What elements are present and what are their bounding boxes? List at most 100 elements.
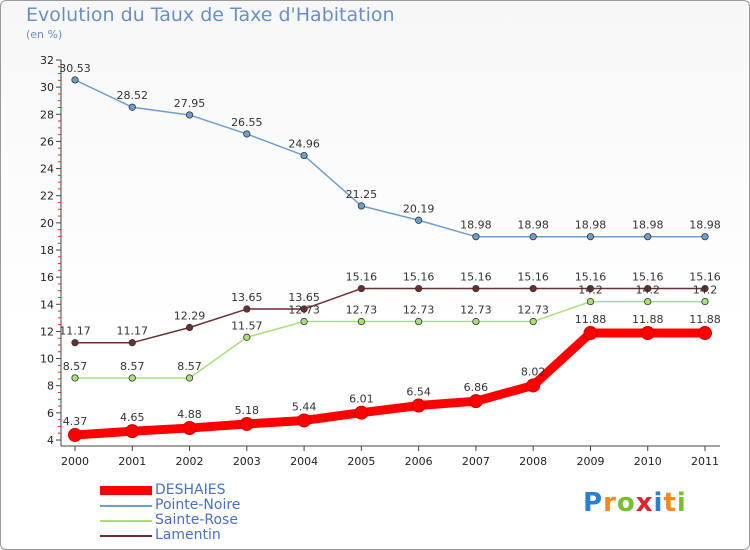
y-tick-label: 20 [40, 217, 54, 230]
data-label-sainte-rose: 12.73 [460, 304, 492, 317]
data-label-deshaies: 6.86 [464, 381, 489, 394]
series-line-deshaies [70, 328, 710, 440]
legend-label: Lamentin [155, 527, 221, 543]
data-label-sainte-rose: 8.57 [63, 360, 88, 373]
legend-swatch-pointe-noire [100, 505, 152, 507]
data-label-lamentin: 15.16 [689, 271, 721, 284]
data-point-lamentin [185, 323, 194, 332]
data-label-sainte-rose: 14.2 [693, 284, 718, 297]
y-tick-label: 10 [40, 353, 54, 366]
data-label-pointe-noire: 28.52 [117, 89, 149, 102]
data-label-lamentin: 15.16 [460, 271, 492, 284]
legend-label: Pointe-Noire [155, 497, 241, 513]
data-point-lamentin [71, 339, 79, 347]
data-point-deshaies [698, 326, 712, 341]
data-point-lamentin [644, 284, 652, 293]
data-label-sainte-rose: 11.57 [231, 319, 263, 332]
data-point-lamentin [701, 284, 709, 293]
data-label-deshaies: 4.88 [177, 408, 202, 421]
data-point-sainte-rose [644, 297, 652, 306]
data-label-pointe-noire: 26.55 [231, 116, 263, 129]
data-point-deshaies [354, 405, 369, 420]
logo-letter: r [603, 488, 617, 518]
data-point-sainte-rose [128, 374, 136, 382]
data-label-lamentin: 15.16 [346, 271, 378, 284]
data-label-pointe-noire: 27.95 [174, 97, 206, 110]
data-point-lamentin [529, 284, 537, 293]
x-tick-label: 2000 [61, 455, 89, 468]
logo-letter: o [616, 488, 636, 518]
data-label-sainte-rose: 14.2 [635, 284, 660, 297]
y-tick-label: 26 [40, 135, 54, 148]
data-label-sainte-rose: 12.73 [288, 304, 320, 317]
x-tick-label: 2006 [405, 455, 433, 468]
data-label-sainte-rose: 8.57 [177, 360, 202, 373]
data-point-lamentin [357, 284, 365, 293]
y-tick-label: 6 [47, 407, 54, 420]
logo-letter: t [663, 488, 677, 518]
y-tick-label: 16 [40, 271, 54, 284]
data-label-deshaies: 5.18 [235, 404, 260, 417]
y-tick-label: 22 [40, 190, 54, 203]
data-point-deshaies [239, 416, 254, 431]
data-point-deshaies [526, 378, 541, 393]
data-label-pointe-noire: 18.98 [517, 219, 549, 232]
data-label-sainte-rose: 8.57 [120, 360, 145, 373]
y-tick-label: 32 [40, 54, 54, 67]
data-point-pointe-noire [357, 202, 365, 210]
data-label-deshaies: 11.88 [689, 313, 721, 326]
data-label-deshaies: 6.01 [349, 393, 374, 406]
x-tick-label: 2003 [233, 455, 261, 468]
chart-subtitle: (en %) [26, 28, 63, 41]
legend-swatch-sainte-rose [100, 520, 152, 522]
data-point-pointe-noire [300, 151, 308, 160]
data-point-lamentin [243, 305, 251, 313]
data-point-deshaies [468, 394, 483, 409]
data-label-pointe-noire: 18.98 [460, 219, 492, 232]
data-label-pointe-noire: 24.96 [288, 138, 320, 151]
logo-letter: i [676, 488, 687, 518]
series-line-sainte-rose [74, 300, 706, 379]
data-point-deshaies [297, 413, 312, 428]
data-label-pointe-noire: 18.98 [689, 219, 721, 232]
data-point-pointe-noire [185, 111, 194, 119]
data-point-deshaies [411, 398, 426, 413]
data-label-lamentin: 11.17 [117, 325, 149, 338]
data-label-lamentin: 11.17 [59, 325, 91, 338]
y-tick-label: 28 [40, 108, 54, 121]
data-point-sainte-rose [185, 374, 194, 382]
data-point-lamentin [128, 339, 136, 347]
data-label-pointe-noire: 18.98 [632, 219, 664, 232]
data-label-pointe-noire: 20.19 [403, 202, 435, 215]
x-tick-label: 2009 [576, 455, 604, 468]
legend-label: DESHAIES [155, 482, 226, 498]
data-point-deshaies [583, 326, 598, 341]
data-point-sainte-rose [472, 317, 480, 326]
data-point-lamentin [415, 284, 423, 293]
data-label-lamentin: 15.16 [403, 271, 435, 284]
data-point-pointe-noire [472, 233, 480, 241]
data-point-pointe-noire [586, 233, 595, 241]
data-point-sainte-rose [243, 333, 251, 341]
data-label-deshaies: 5.44 [292, 400, 317, 413]
logo-letter: x [635, 488, 654, 518]
data-point-pointe-noire [415, 216, 423, 224]
logo-letter: i [653, 488, 664, 518]
data-label-sainte-rose: 12.73 [403, 304, 435, 317]
logo-letter: P [583, 488, 604, 518]
data-label-sainte-rose: 12.73 [517, 304, 549, 317]
data-label-sainte-rose: 12.73 [346, 304, 378, 317]
x-tick-label: 2005 [347, 455, 375, 468]
data-label-pointe-noire: 30.53 [59, 62, 91, 75]
y-tick-label: 24 [40, 163, 54, 176]
y-tick-label: 14 [40, 298, 54, 311]
x-tick-label: 2011 [691, 455, 719, 468]
data-point-sainte-rose [357, 317, 365, 326]
data-point-deshaies [68, 427, 82, 442]
data-point-sainte-rose [71, 374, 79, 382]
legend-swatch-deshaies [100, 486, 152, 495]
data-label-lamentin: 15.16 [575, 271, 607, 284]
legend-swatch-lamentin [100, 535, 152, 537]
data-label-deshaies: 11.88 [575, 313, 607, 326]
x-tick-label: 2010 [634, 455, 662, 468]
